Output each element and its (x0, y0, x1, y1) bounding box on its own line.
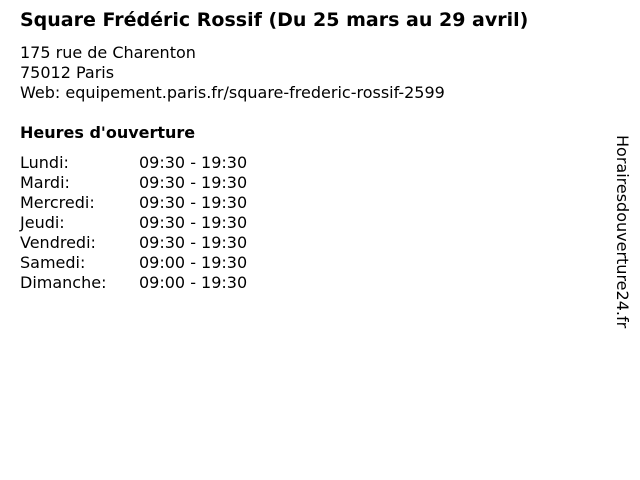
hours-table: Lundi: 09:30 - 19:30 Mardi: 09:30 - 19:30 … (20, 153, 247, 293)
city: 75012 Paris (20, 63, 115, 82)
hours-heading: Heures d'ouverture (20, 123, 196, 142)
day: Jeudi: (20, 213, 65, 232)
time: 09:30 - 19:30 (139, 153, 248, 172)
hours-row: Mardi: 09:30 - 19:30 (20, 173, 247, 193)
time: 09:30 - 19:30 (139, 193, 248, 212)
watermark: Horairesdouverture24.fr (613, 135, 632, 329)
day: Mercredi: (20, 193, 95, 212)
day: Vendredi: (20, 233, 96, 252)
hours-row: Samedi: 09:00 - 19:30 (20, 253, 247, 273)
day: Dimanche: (20, 273, 107, 292)
hours-row: Mercredi: 09:30 - 19:30 (20, 193, 247, 213)
website: Web: equipement.paris.fr/square-frederic… (20, 83, 445, 102)
hours-row: Dimanche: 09:00 - 19:30 (20, 273, 247, 293)
time: 09:30 - 19:30 (139, 233, 248, 252)
street: 175 rue de Charenton (20, 43, 196, 62)
day: Samedi: (20, 253, 86, 272)
time: 09:00 - 19:30 (139, 253, 248, 272)
address-block: 175 rue de Charenton 75012 Paris Web: eq… (20, 43, 445, 103)
day: Lundi: (20, 153, 69, 172)
time: 09:30 - 19:30 (139, 173, 248, 192)
hours-row: Vendredi: 09:30 - 19:30 (20, 233, 247, 253)
day: Mardi: (20, 173, 70, 192)
time: 09:30 - 19:30 (139, 213, 248, 232)
hours-row: Lundi: 09:30 - 19:30 (20, 153, 247, 173)
page-title: Square Frédéric Rossif (Du 25 mars au 29… (20, 9, 529, 31)
time: 09:00 - 19:30 (139, 273, 248, 292)
hours-row: Jeudi: 09:30 - 19:30 (20, 213, 247, 233)
